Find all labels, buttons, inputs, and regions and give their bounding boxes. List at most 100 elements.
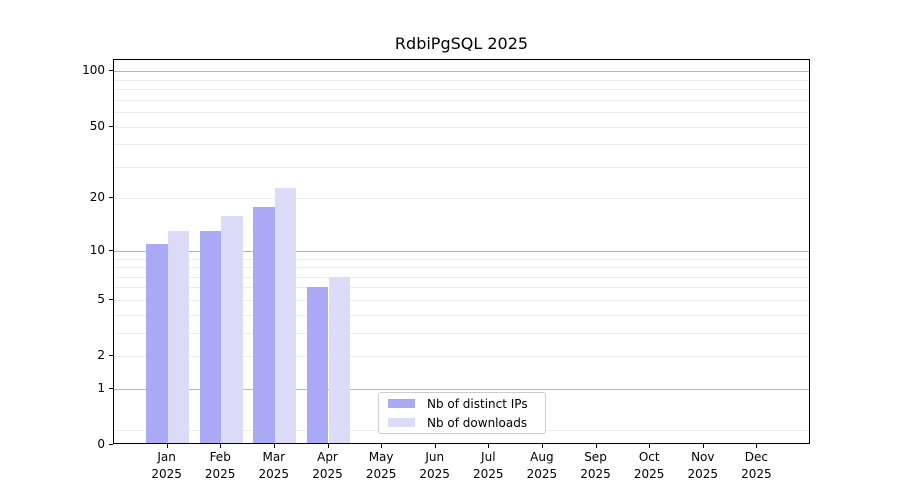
x-tick-label: May 2025 xyxy=(353,449,409,483)
x-tick-month: Jun xyxy=(425,450,445,464)
x-tick-mark xyxy=(702,444,704,448)
gridline-major xyxy=(114,71,809,73)
x-tick-label: Feb 2025 xyxy=(192,449,248,483)
x-tick-label: Nov 2025 xyxy=(675,449,731,483)
x-tick-mark xyxy=(434,444,436,448)
x-tick-month: Jul xyxy=(481,450,496,464)
x-tick-year: 2025 xyxy=(151,467,182,481)
y-tick-mark xyxy=(109,249,113,251)
y-tick-label: 2 xyxy=(97,348,105,362)
x-tick-label: Jul 2025 xyxy=(460,449,516,483)
y-tick-label: 1 xyxy=(97,380,105,395)
gridline-minor xyxy=(114,166,809,168)
bar-downloads xyxy=(167,231,189,443)
gridline-minor xyxy=(114,258,809,260)
y-tick-mark xyxy=(109,387,113,389)
gridline-minor xyxy=(114,99,809,101)
x-tick-mark xyxy=(595,444,597,448)
bar-distinct-ips xyxy=(146,243,168,443)
x-tick-year: 2025 xyxy=(526,467,558,481)
y-tick-mark xyxy=(109,125,113,127)
x-tick-month: Sep xyxy=(584,450,607,464)
x-tick-month: Nov xyxy=(691,450,715,464)
x-tick-label: Jun 2025 xyxy=(407,449,463,483)
gridline-minor xyxy=(114,89,809,91)
legend-swatch-distinct-ips xyxy=(388,399,415,408)
bar-downloads xyxy=(221,215,243,443)
x-tick-month: Oct xyxy=(638,450,660,464)
x-tick-month: Jan xyxy=(157,450,176,464)
x-tick-label: Aug 2025 xyxy=(514,449,570,483)
x-tick-mark xyxy=(541,444,543,448)
gridline-minor xyxy=(114,144,809,146)
y-tick-mark xyxy=(109,70,113,72)
bar-distinct-ips xyxy=(199,231,222,443)
legend-swatch-downloads xyxy=(388,418,415,427)
x-tick-year: 2025 xyxy=(633,467,665,481)
x-tick-mark xyxy=(381,444,383,448)
x-tick-month: May xyxy=(368,450,394,464)
gridline-major xyxy=(114,388,809,390)
x-tick-label: Jan 2025 xyxy=(139,449,195,483)
gridline-minor xyxy=(114,267,809,268)
x-tick-label: Apr 2025 xyxy=(300,449,356,483)
legend-label-downloads: Nb of downloads xyxy=(427,415,528,430)
x-tick-month: Mar xyxy=(262,450,286,464)
x-tick-year: 2025 xyxy=(473,467,504,481)
legend-entry-distinct-ips: Nb of distinct IPs xyxy=(388,396,536,412)
bar-downloads xyxy=(328,276,350,443)
gridline-minor xyxy=(114,299,809,301)
x-tick-year: 2025 xyxy=(258,467,290,481)
gridline-minor xyxy=(114,314,809,316)
x-tick-year: 2025 xyxy=(687,467,719,481)
gridline-minor xyxy=(114,356,809,357)
gridline-minor xyxy=(114,112,809,114)
bar-downloads xyxy=(274,187,297,443)
gridline-minor xyxy=(114,198,809,200)
y-tick-label: 100 xyxy=(82,63,105,78)
x-tick-mark xyxy=(649,444,651,448)
bar-distinct-ips xyxy=(307,287,329,443)
y-tick-label: 10 xyxy=(89,242,105,257)
x-tick-mark xyxy=(327,444,329,448)
y-tick-mark xyxy=(109,355,113,356)
x-tick-month: Aug xyxy=(530,450,554,464)
x-tick-year: 2025 xyxy=(312,467,343,481)
gridline-minor xyxy=(114,276,809,278)
x-tick-mark xyxy=(166,444,168,448)
x-tick-year: 2025 xyxy=(741,467,772,481)
x-tick-year: 2025 xyxy=(580,467,611,481)
plot-area xyxy=(113,59,810,444)
gridline-major xyxy=(114,250,809,252)
x-tick-year: 2025 xyxy=(419,467,450,481)
x-tick-mark xyxy=(220,444,222,448)
gridline-minor xyxy=(114,287,809,289)
gridline-minor xyxy=(114,126,809,128)
chart-title: RdbiPgSQL 2025 xyxy=(394,34,529,53)
y-tick-label: 50 xyxy=(89,118,105,133)
x-tick-month: Feb xyxy=(209,450,231,464)
x-tick-month: Dec xyxy=(744,450,768,464)
y-tick-label: 5 xyxy=(97,291,105,306)
x-tick-label: Dec 2025 xyxy=(728,449,784,483)
x-tick-mark xyxy=(488,444,490,448)
gridline-minor xyxy=(114,79,809,81)
x-tick-label: Mar 2025 xyxy=(246,449,302,483)
bar-distinct-ips xyxy=(253,206,275,443)
legend-label-distinct-ips: Nb of distinct IPs xyxy=(427,396,528,411)
x-tick-label: Sep 2025 xyxy=(568,449,624,483)
gridline-minor xyxy=(114,332,809,334)
x-tick-month: Apr xyxy=(317,450,338,464)
y-tick-label: 0 xyxy=(97,437,105,451)
legend: Nb of distinct IPs Nb of downloads xyxy=(378,392,546,434)
legend-entry-downloads: Nb of downloads xyxy=(388,415,536,431)
x-tick-mark xyxy=(756,444,758,448)
x-tick-year: 2025 xyxy=(204,467,236,481)
y-tick-label: 20 xyxy=(89,190,105,205)
x-tick-year: 2025 xyxy=(365,467,397,481)
y-tick-mark xyxy=(109,197,113,199)
y-tick-mark xyxy=(109,298,113,300)
y-tick-mark xyxy=(109,444,113,445)
x-tick-label: Oct 2025 xyxy=(621,449,677,483)
